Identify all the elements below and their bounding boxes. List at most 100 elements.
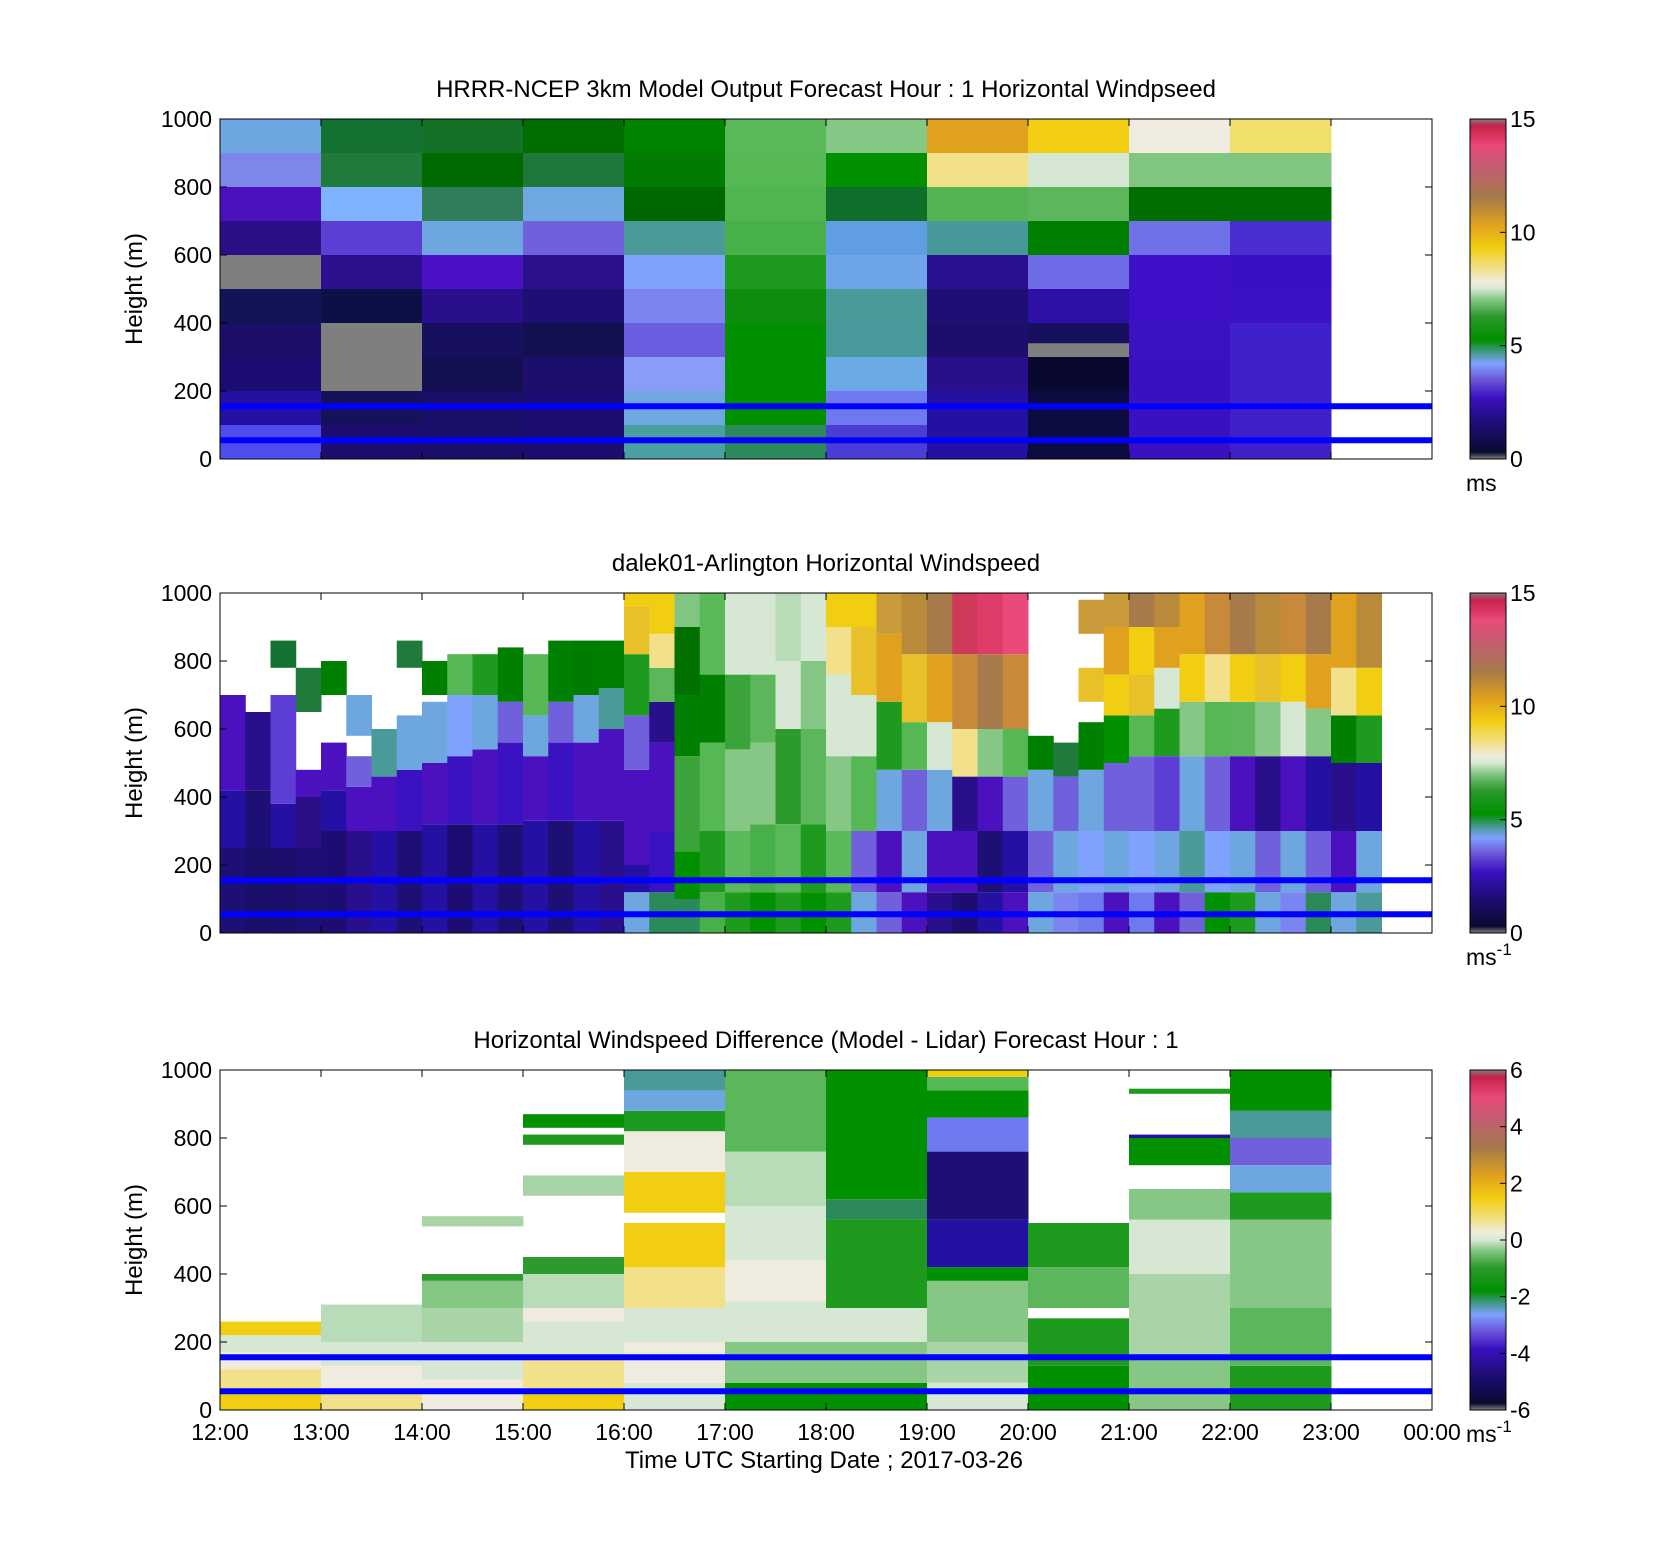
colorbar-tick-label: -2 <box>1510 1284 1530 1310</box>
colorbar-unit-exponent: -1 <box>1497 1417 1512 1436</box>
heatmap-cell <box>901 722 928 770</box>
heatmap-cell <box>220 119 322 153</box>
heatmap-cell <box>523 1134 625 1145</box>
heatmap-cell <box>1129 221 1231 255</box>
heatmap-cell <box>220 1389 322 1410</box>
heatmap-cell <box>1230 119 1332 153</box>
heatmap-cell <box>699 593 726 675</box>
heatmap-cell <box>649 701 675 743</box>
heatmap-cell <box>321 187 423 221</box>
heatmap-cell <box>523 187 625 221</box>
heatmap-cell <box>624 1342 726 1383</box>
heatmap-cell <box>1331 763 1357 831</box>
heatmap-cell <box>598 729 625 821</box>
heatmap-cell <box>826 674 852 757</box>
y-tick-label: 0 <box>199 446 212 472</box>
heatmap-cell <box>396 640 423 668</box>
heatmap-cell <box>826 1199 928 1220</box>
heatmap-cell <box>422 357 524 391</box>
heatmap-cell <box>725 593 751 675</box>
heatmap-cell <box>1129 255 1231 323</box>
heatmap-cell <box>1230 289 1332 323</box>
x-tick-label: 22:00 <box>1201 1419 1259 1445</box>
x-tick-label: 18:00 <box>797 1419 855 1445</box>
y-tick-label: 600 <box>174 1193 212 1219</box>
heatmap-cell <box>674 851 701 899</box>
heatmap-cell <box>523 654 549 716</box>
heatmap-cell <box>422 701 448 763</box>
heatmap-cell <box>321 323 423 391</box>
heatmap-cell <box>1230 1070 1332 1111</box>
heatmap-cell <box>826 289 928 323</box>
heatmap-cell <box>624 255 726 289</box>
heatmap-cell <box>624 1308 726 1342</box>
heatmap-cell <box>1154 667 1180 709</box>
heatmap-cell <box>1078 722 1105 770</box>
heatmap-cell <box>725 1151 827 1206</box>
heatmap-cell <box>927 1070 1029 1077</box>
heatmap-cell <box>220 1369 322 1390</box>
heatmap-cell <box>245 712 271 791</box>
heatmap-cell <box>1002 729 1029 777</box>
y-tick-label: 600 <box>174 242 212 268</box>
heatmap-cell <box>775 593 802 661</box>
heatmap-cell <box>346 786 372 831</box>
heatmap-cell <box>624 119 726 153</box>
heatmap-cell <box>775 729 802 825</box>
heatmap-cell <box>952 776 978 831</box>
colorbar <box>1469 592 1507 934</box>
heatmap-cell <box>447 756 473 825</box>
colorbar-tick-label: 5 <box>1510 333 1523 359</box>
heatmap-cell <box>1204 593 1231 655</box>
heatmap-cell <box>826 756 852 831</box>
heatmap-cell <box>523 715 549 757</box>
heatmap-cell <box>826 153 928 187</box>
heatmap-cell <box>220 848 246 933</box>
heatmap-cell <box>649 667 675 702</box>
heatmap-cell <box>548 640 574 702</box>
heatmap-cell <box>826 627 852 675</box>
heatmap-cell <box>1002 593 1029 655</box>
heatmap-cell <box>927 654 953 723</box>
heatmap-cell <box>699 674 726 743</box>
heatmap-cell <box>1230 153 1332 187</box>
heatmap-cell <box>1028 1365 1130 1410</box>
colorbar-unit-exponent: -1 <box>1497 940 1512 959</box>
y-axis-label: Height (m) <box>121 233 148 345</box>
heatmap-cell <box>422 661 448 695</box>
heatmap-cell <box>1028 119 1130 153</box>
heatmap-cell <box>422 221 524 255</box>
heatmap-cell <box>876 701 903 770</box>
colorbar-tick-label: 15 <box>1510 580 1536 606</box>
heatmap-cell <box>699 742 726 831</box>
heatmap-cell <box>826 1382 928 1410</box>
heatmap-cell <box>826 119 928 153</box>
model-output-panel: 0 200 400 600 800 1000 Height (m) HRRR-NCEP 3km… <box>121 76 1536 496</box>
heatmap-cell <box>927 1382 1029 1410</box>
heatmap-cell <box>1028 769 1054 831</box>
heatmap-cell <box>1204 701 1231 757</box>
heatmap-cell <box>447 695 473 757</box>
heatmap-cell <box>624 1172 726 1213</box>
heatmap-cell <box>396 715 423 770</box>
heatmap-cell <box>952 593 978 655</box>
heatmap-cell <box>1305 593 1332 655</box>
heatmap-cell <box>826 593 852 627</box>
heatmap-cell <box>1028 323 1130 344</box>
heatmap-cell <box>624 1382 726 1410</box>
heatmap-cell <box>573 640 600 695</box>
y-tick-label: 400 <box>174 784 212 810</box>
heatmap-cell <box>1028 221 1130 255</box>
x-tick-label: 16:00 <box>595 1419 653 1445</box>
lidar-panel: 0 200 400 600 800 1000 Height (m) dalek01-Arlin… <box>121 550 1536 970</box>
y-tick-label: 0 <box>199 1397 212 1423</box>
heatmap-cell <box>573 695 600 743</box>
heatmap-cell <box>927 1151 1029 1220</box>
heatmap-cell <box>624 1110 726 1132</box>
heatmap-cell <box>800 593 827 661</box>
heatmap-cell <box>1129 1138 1231 1166</box>
heatmap-cell <box>624 654 650 716</box>
heatmap-cell <box>624 1131 726 1172</box>
heatmap-cell <box>321 1389 423 1410</box>
